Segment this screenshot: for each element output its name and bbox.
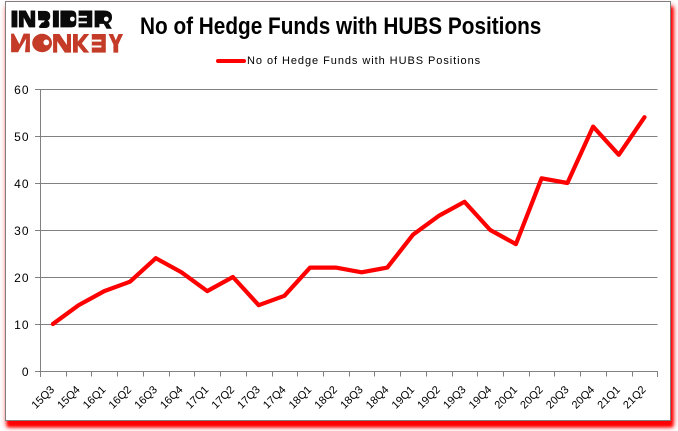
svg-text:17Q3: 17Q3 [235, 384, 263, 412]
svg-text:17Q4: 17Q4 [261, 384, 289, 412]
svg-text:21Q2: 21Q2 [621, 384, 649, 412]
svg-text:19Q3: 19Q3 [441, 384, 469, 412]
svg-text:15Q3: 15Q3 [29, 384, 57, 412]
svg-text:20Q4: 20Q4 [570, 384, 598, 412]
svg-text:18Q1: 18Q1 [287, 384, 315, 412]
svg-text:21Q1: 21Q1 [595, 384, 623, 412]
svg-text:17Q2: 17Q2 [209, 384, 237, 412]
svg-text:10: 10 [14, 318, 29, 332]
svg-text:50: 50 [14, 130, 29, 144]
svg-text:20Q3: 20Q3 [544, 384, 572, 412]
svg-text:30: 30 [14, 224, 29, 238]
svg-text:19Q1: 19Q1 [390, 384, 418, 412]
svg-text:0: 0 [22, 365, 30, 379]
svg-text:18Q3: 18Q3 [338, 384, 366, 412]
svg-text:20Q2: 20Q2 [518, 384, 546, 412]
svg-text:16Q1: 16Q1 [81, 384, 109, 412]
svg-text:17Q1: 17Q1 [184, 384, 212, 412]
svg-text:40: 40 [14, 177, 29, 191]
svg-text:60: 60 [14, 83, 29, 97]
svg-text:15Q4: 15Q4 [55, 384, 83, 412]
svg-text:16Q4: 16Q4 [158, 384, 186, 412]
svg-text:19Q2: 19Q2 [415, 384, 443, 412]
svg-text:16Q2: 16Q2 [107, 384, 135, 412]
svg-text:20: 20 [14, 271, 29, 285]
svg-text:18Q2: 18Q2 [312, 384, 340, 412]
svg-text:20Q1: 20Q1 [492, 384, 520, 412]
svg-text:19Q4: 19Q4 [467, 384, 495, 412]
svg-text:18Q4: 18Q4 [364, 384, 392, 412]
svg-text:16Q3: 16Q3 [132, 384, 160, 412]
